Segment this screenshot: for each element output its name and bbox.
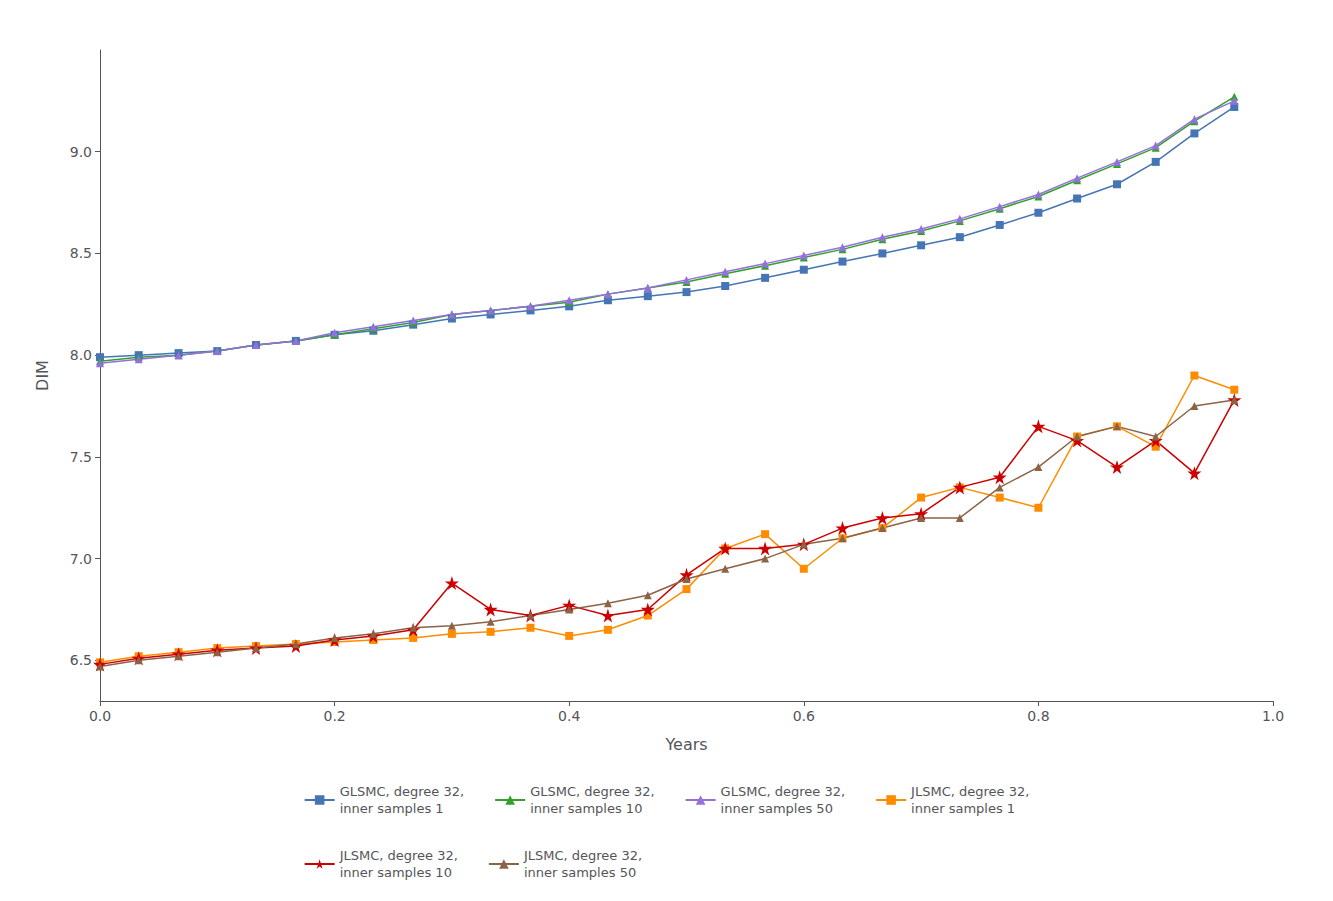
svg-text:7.5: 7.5	[70, 449, 92, 465]
svg-text:Years: Years	[664, 735, 707, 754]
svg-text:0.8: 0.8	[1027, 708, 1049, 724]
svg-text:JLSMC, degree 32,: JLSMC, degree 32,	[910, 784, 1029, 799]
svg-text:0.2: 0.2	[323, 708, 345, 724]
svg-text:7.0: 7.0	[70, 551, 92, 567]
svg-text:JLSMC, degree 32,: JLSMC, degree 32,	[523, 848, 642, 863]
svg-text:9.0: 9.0	[70, 144, 92, 160]
svg-text:inner samples 1: inner samples 1	[911, 801, 1015, 816]
svg-text:GLSMC, degree 32,: GLSMC, degree 32,	[721, 784, 846, 799]
svg-text:0.0: 0.0	[89, 708, 111, 724]
svg-text:inner samples 50: inner samples 50	[524, 865, 636, 880]
svg-text:6.5: 6.5	[70, 652, 92, 668]
svg-text:GLSMC, degree 32,: GLSMC, degree 32,	[340, 784, 465, 799]
svg-text:inner samples 10: inner samples 10	[530, 801, 642, 816]
svg-text:0.6: 0.6	[793, 708, 815, 724]
svg-text:JLSMC, degree 32,: JLSMC, degree 32,	[339, 848, 458, 863]
svg-text:1.0: 1.0	[1262, 708, 1284, 724]
svg-text:8.0: 8.0	[70, 347, 92, 363]
svg-text:inner samples 1: inner samples 1	[340, 801, 444, 816]
svg-text:DIM: DIM	[33, 360, 52, 391]
svg-text:inner samples 50: inner samples 50	[721, 801, 833, 816]
svg-text:8.5: 8.5	[70, 245, 92, 261]
svg-text:0.4: 0.4	[558, 708, 580, 724]
svg-text:inner samples 10: inner samples 10	[340, 865, 452, 880]
svg-text:GLSMC, degree 32,: GLSMC, degree 32,	[530, 784, 655, 799]
